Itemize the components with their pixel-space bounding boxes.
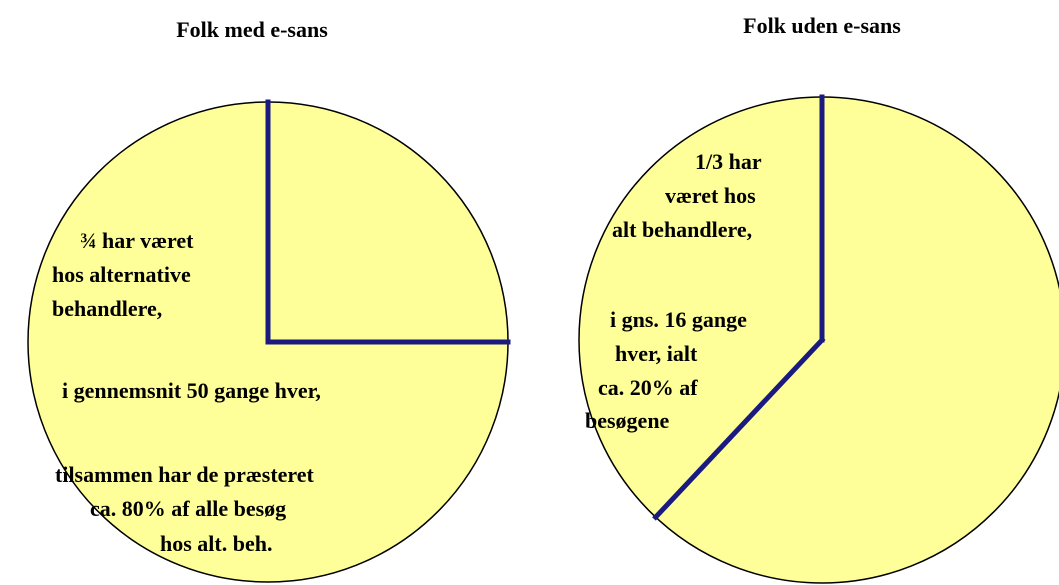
pie-slice [655, 97, 1059, 583]
pie-slice [578, 97, 822, 518]
annotation: 1/3 har [695, 149, 762, 174]
annotation: været hos [665, 183, 756, 208]
annotation: tilsammen har de præsteret [55, 462, 315, 487]
annotation: i gns. 16 gange [610, 307, 747, 332]
annotation: behandlere, [52, 296, 162, 321]
chart-title: Folk uden e-sans [743, 13, 901, 38]
annotation: i gennemsnit 50 gange hver, [62, 378, 321, 403]
annotation: hos alt. beh. [160, 531, 272, 556]
annotation: ca. 80% af alle besøg [90, 496, 286, 521]
chart-title: Folk med e-sans [176, 17, 328, 42]
annotation: besøgene [585, 408, 670, 433]
annotation: ¾ har været [80, 228, 194, 253]
slice-divider [652, 336, 826, 521]
annotation: hver, ialt [615, 341, 698, 366]
annotation: ca. 20% af [598, 375, 698, 400]
annotation: hos alternative [52, 262, 191, 287]
annotation: alt behandlere, [612, 217, 752, 242]
pie-slice [268, 102, 508, 342]
